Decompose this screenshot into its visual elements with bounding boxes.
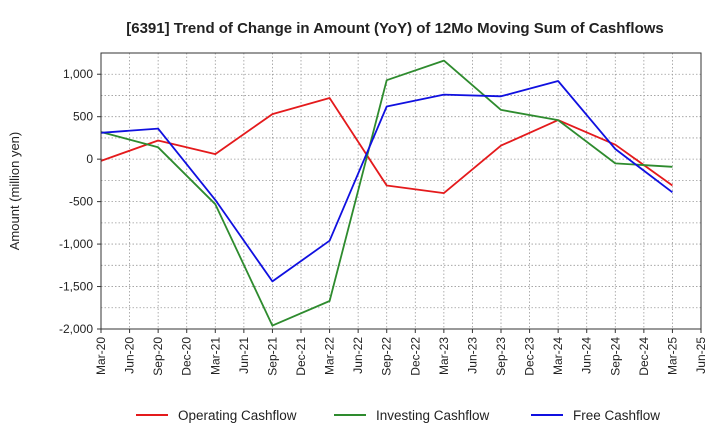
x-tick-label: Mar-21 [208,337,222,375]
y-tick-label: 1,000 [63,67,93,81]
x-tick-label: Jun-25 [694,337,708,374]
x-tick-label: Mar-24 [551,337,565,375]
plot-frame [100,52,702,330]
x-tick-label: Dec-22 [408,337,422,376]
x-tick-label: Jun-20 [123,337,137,374]
x-tick-label: Sep-20 [151,337,165,376]
grid-lines [100,52,702,330]
y-tick-label: 0 [86,152,93,166]
x-tick-label: Jun-23 [465,337,479,374]
y-tick-label: -1,500 [59,280,93,294]
free-cashflow-line [100,80,673,283]
x-tick-label: Mar-22 [323,337,337,375]
x-tick-label: Jun-22 [351,337,365,374]
x-tick-label: Dec-21 [294,337,308,376]
x-tick-label: Sep-23 [494,337,508,376]
y-tick-label: -500 [69,195,93,209]
chart-title: [6391] Trend of Change in Amount (YoY) o… [126,20,664,37]
y-tick-label: -2,000 [59,322,93,336]
y-axis-label: Amount (million yen) [7,132,22,251]
x-tick-label: Jun-24 [580,337,594,374]
x-tick-label: Sep-21 [265,337,279,376]
x-tick-label: Dec-23 [523,337,537,376]
x-tick-label: Sep-24 [608,337,622,376]
y-tick-label: 500 [73,110,93,124]
x-tick-label: Dec-24 [637,337,651,376]
operating-cashflow-line [100,97,673,195]
investing-cashflow-line [100,59,673,327]
x-tick-label: Mar-23 [437,337,451,375]
legend-label-operating-cashflow: Operating Cashflow [178,408,297,423]
legend-label-free-cashflow: Free Cashflow [573,408,660,423]
series-layer [100,59,673,327]
y-tick-label: -1,000 [59,237,93,251]
x-tick-label: Dec-20 [180,337,194,376]
x-tick-label: Mar-20 [94,337,108,375]
legend-label-investing-cashflow: Investing Cashflow [376,408,490,423]
x-tick-label: Mar-25 [665,337,679,375]
x-tick-label: Sep-22 [380,337,394,376]
y-tick-labels: 1,000 500 0 -500 -1,000 -1,500 -2,000 [59,67,101,336]
x-tick-label: Jun-21 [237,337,251,374]
legend: Operating Cashflow Investing Cashflow Free… [136,408,660,423]
x-tick-labels: Mar-20 Jun-20 Sep-20 Dec-20 Mar-21 Jun-21 Sep-… [94,329,708,376]
